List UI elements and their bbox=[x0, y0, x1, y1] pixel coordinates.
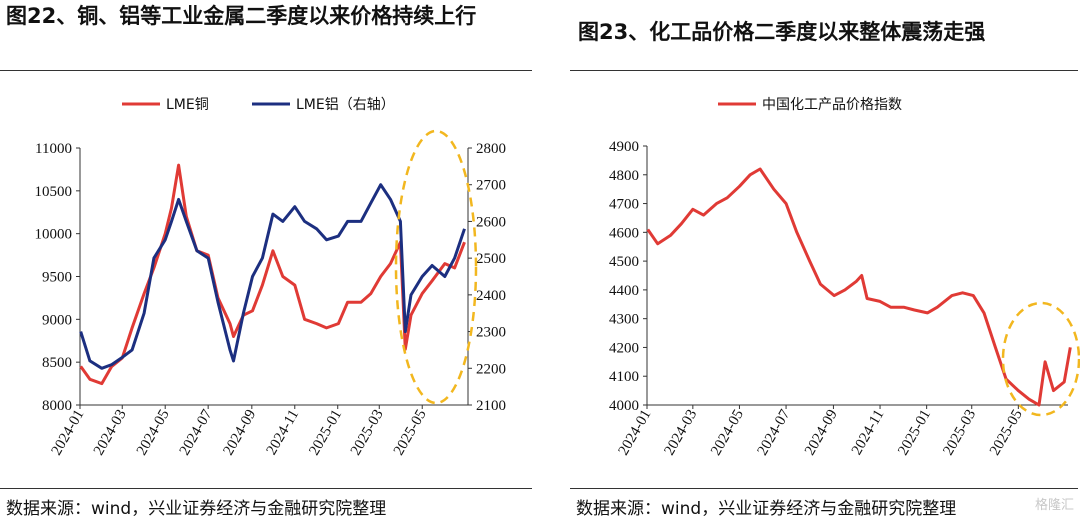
left-chart-title: 图22、铜、铝等工业金属二季度以来价格持续上行 bbox=[6, 4, 477, 28]
y-tick-label: 10000 bbox=[35, 227, 73, 243]
legend-label-1: LME铜 bbox=[166, 97, 209, 113]
right-source-divider bbox=[570, 488, 1078, 489]
y-tick-label: 4900 bbox=[609, 139, 639, 155]
left-source-divider bbox=[0, 488, 532, 489]
highlight-ellipse bbox=[394, 129, 478, 405]
y-tick-label: 4200 bbox=[609, 340, 639, 356]
y2-tick-label: 2100 bbox=[476, 398, 506, 414]
y-tick-label: 4600 bbox=[609, 225, 639, 241]
y-tick-label: 11000 bbox=[35, 141, 72, 157]
y2-tick-label: 2200 bbox=[476, 361, 506, 377]
y2-tick-label: 2300 bbox=[476, 325, 506, 341]
right-source-note: 数据来源：wind，兴业证券经济与金融研究院整理 bbox=[576, 499, 957, 519]
left-source-note: 数据来源：wind，兴业证券经济与金融研究院整理 bbox=[6, 499, 387, 519]
y-tick-label: 4700 bbox=[609, 197, 639, 213]
highlight-ellipse bbox=[1001, 301, 1080, 417]
y2-tick-label: 2600 bbox=[476, 214, 506, 230]
y-tick-label: 4000 bbox=[609, 398, 639, 414]
x-tick-label: 2024-03 bbox=[661, 407, 700, 458]
y-tick-label: 10500 bbox=[35, 184, 73, 200]
y2-tick-label: 2700 bbox=[476, 178, 506, 194]
series-line-1 bbox=[646, 167, 1072, 407]
x-tick-label: 2024-09 bbox=[220, 407, 259, 458]
y-tick-label: 8000 bbox=[42, 398, 72, 414]
y-tick-label: 4500 bbox=[609, 254, 639, 270]
x-tick-label: 2024-07 bbox=[177, 407, 216, 459]
y2-tick-label: 2800 bbox=[476, 141, 506, 157]
x-tick-label: 2025-03 bbox=[348, 407, 387, 458]
x-tick-label: 2024-05 bbox=[708, 407, 747, 458]
y-tick-label: 8500 bbox=[42, 355, 72, 371]
y-tick-label: 9000 bbox=[42, 312, 72, 328]
x-tick-label: 2024-11 bbox=[264, 407, 303, 458]
left-chart-panel: 图22、铜、铝等工业金属二季度以来价格持续上行 8000 8500 9000 9500… bbox=[0, 4, 532, 519]
x-tick-label: 2025-05 bbox=[391, 407, 430, 458]
x-tick-label: 2025-01 bbox=[895, 407, 934, 458]
x-tick-label: 2025-05 bbox=[987, 407, 1026, 458]
right-chart-title: 图23、化工品价格二季度以来整体震荡走强 bbox=[578, 20, 986, 44]
x-tick-label: 2024-05 bbox=[134, 407, 173, 458]
x-tick-label: 2024-07 bbox=[755, 407, 794, 459]
x-tick-label: 2024-01 bbox=[616, 407, 655, 458]
right-title-divider bbox=[570, 70, 1078, 71]
y2-tick-label: 2500 bbox=[476, 251, 506, 267]
watermark-logo-text: 格隆汇 bbox=[1034, 498, 1074, 513]
right-chart-svg: 4000 4100 4200 4300 4400 4500 4600 4700 4800 4900… bbox=[609, 97, 1080, 459]
y-tick-label: 4100 bbox=[609, 369, 639, 385]
y-tick-label: 4400 bbox=[609, 283, 639, 299]
y-tick-label: 4800 bbox=[609, 168, 639, 184]
right-chart-panel: 图23、化工品价格二季度以来整体震荡走强 4000 4100 4200 4300 440… bbox=[570, 0, 1080, 522]
series-line-1 bbox=[79, 163, 466, 386]
left-chart-svg: 8000 8500 9000 9500 10000 10500 11000 2100 2200 2… bbox=[35, 97, 507, 459]
y2-tick-label: 2400 bbox=[476, 288, 506, 304]
legend-label-1: 中国化工产品价格指数 bbox=[762, 97, 902, 113]
y-tick-label: 9500 bbox=[42, 270, 72, 286]
x-tick-label: 2024-11 bbox=[849, 407, 888, 458]
x-tick-label: 2024-09 bbox=[802, 407, 841, 458]
x-tick-label: 2024-03 bbox=[91, 407, 130, 458]
x-tick-label: 2025-01 bbox=[306, 407, 345, 458]
x-tick-label: 2024-01 bbox=[49, 407, 88, 458]
y-tick-label: 4300 bbox=[609, 312, 639, 328]
x-tick-label: 2025-03 bbox=[940, 407, 979, 458]
legend-label-2: LME铝（右轴） bbox=[296, 97, 395, 113]
series-line-2 bbox=[79, 183, 466, 370]
left-title-divider bbox=[0, 70, 532, 71]
